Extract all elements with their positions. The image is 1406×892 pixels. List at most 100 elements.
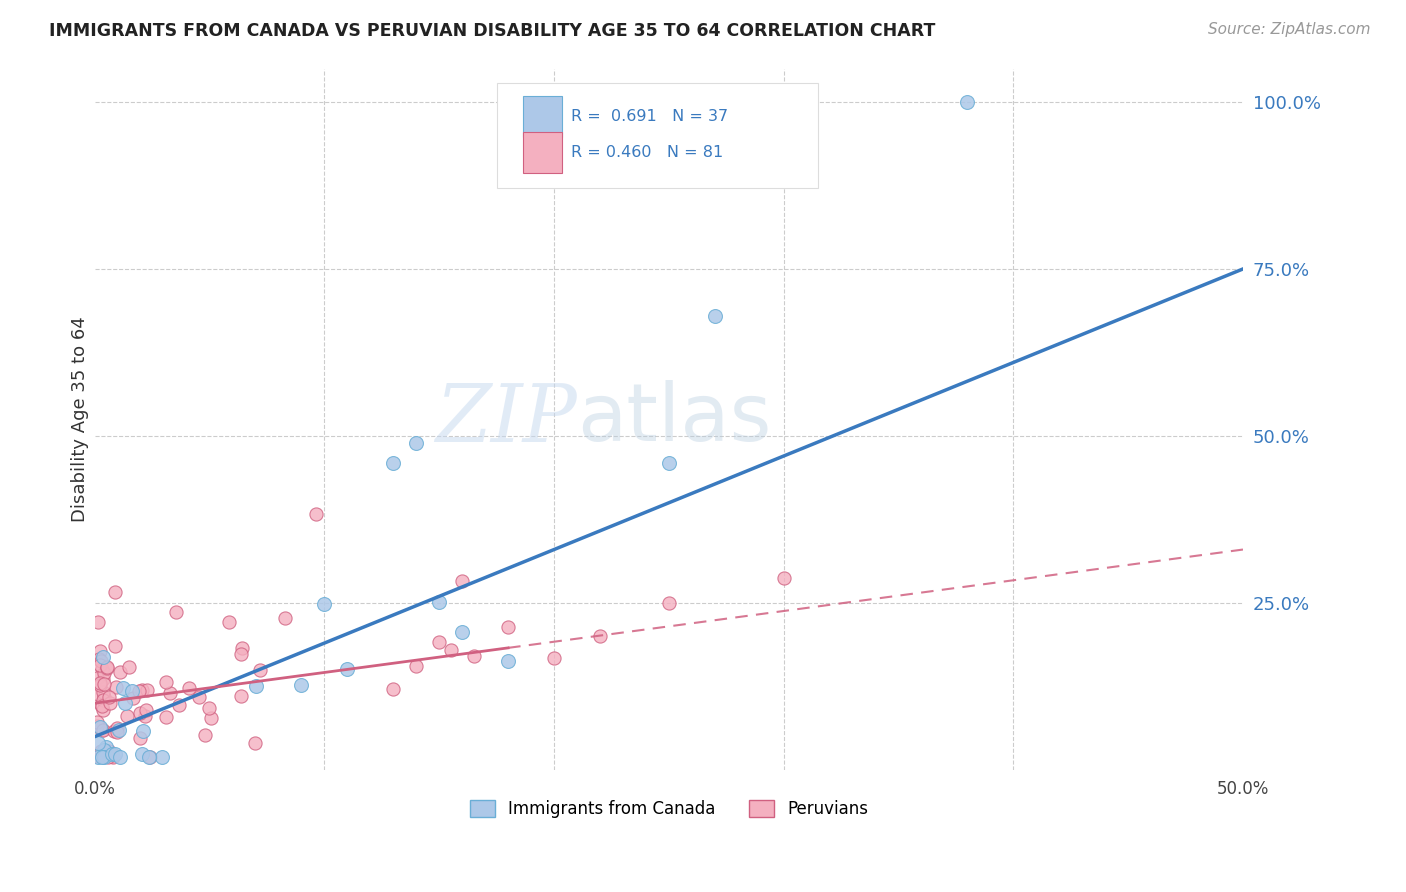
- Point: [138, 749, 160, 764]
- Point: [382, 456, 405, 470]
- Point: [314, 597, 336, 611]
- Text: R =  0.691   N = 37: R = 0.691 N = 37: [571, 109, 728, 124]
- Point: [114, 696, 136, 710]
- Point: [89, 657, 111, 672]
- Point: [91, 749, 114, 764]
- Point: [496, 620, 519, 634]
- Point: [159, 686, 181, 700]
- Point: [86, 748, 108, 763]
- Point: [98, 696, 121, 710]
- Point: [87, 687, 110, 701]
- Point: [118, 659, 141, 673]
- Point: [104, 747, 127, 762]
- FancyBboxPatch shape: [496, 83, 818, 188]
- Point: [100, 749, 122, 764]
- Point: [104, 639, 127, 653]
- Point: [198, 701, 221, 715]
- Point: [91, 723, 114, 738]
- Point: [94, 739, 117, 754]
- Point: [108, 749, 131, 764]
- Point: [273, 610, 295, 624]
- Point: [451, 625, 474, 640]
- Point: [97, 744, 120, 758]
- Point: [658, 456, 681, 470]
- Point: [121, 683, 143, 698]
- Point: [89, 720, 111, 734]
- Point: [86, 719, 108, 733]
- Point: [245, 679, 267, 693]
- Point: [91, 723, 114, 737]
- Point: [93, 690, 115, 705]
- Point: [200, 711, 222, 725]
- Point: [105, 721, 128, 735]
- Point: [132, 723, 155, 738]
- Point: [150, 749, 173, 764]
- Point: [107, 723, 129, 737]
- Point: [91, 703, 114, 717]
- Point: [179, 681, 201, 696]
- Point: [110, 665, 132, 679]
- Point: [589, 629, 612, 643]
- Point: [93, 677, 115, 691]
- Point: [96, 661, 118, 675]
- Point: [104, 584, 127, 599]
- Point: [91, 693, 114, 707]
- Point: [290, 678, 312, 692]
- Point: [86, 715, 108, 730]
- Point: [772, 570, 794, 584]
- Point: [111, 681, 134, 695]
- Point: [105, 725, 128, 739]
- Point: [96, 660, 118, 674]
- Point: [382, 681, 405, 696]
- Point: [105, 680, 128, 694]
- Point: [128, 731, 150, 745]
- Point: [658, 596, 681, 610]
- Point: [427, 595, 450, 609]
- Point: [128, 706, 150, 721]
- Point: [91, 673, 114, 687]
- Point: [91, 662, 114, 676]
- Point: [155, 675, 177, 690]
- Point: [90, 698, 112, 713]
- Y-axis label: Disability Age 35 to 64: Disability Age 35 to 64: [72, 317, 89, 522]
- Point: [405, 659, 427, 673]
- Point: [86, 671, 108, 685]
- Point: [87, 736, 110, 750]
- Point: [121, 690, 143, 705]
- Point: [97, 749, 120, 764]
- Point: [451, 574, 474, 588]
- Point: [134, 709, 156, 723]
- Point: [87, 749, 110, 764]
- Point: [89, 678, 111, 692]
- Point: [703, 309, 725, 323]
- Point: [87, 652, 110, 666]
- Point: [93, 749, 115, 764]
- Point: [956, 95, 979, 109]
- Text: IMMIGRANTS FROM CANADA VS PERUVIAN DISABILITY AGE 35 TO 64 CORRELATION CHART: IMMIGRANTS FROM CANADA VS PERUVIAN DISAB…: [49, 22, 935, 40]
- Point: [135, 683, 157, 698]
- FancyBboxPatch shape: [523, 95, 562, 136]
- Text: R = 0.460   N = 81: R = 0.460 N = 81: [571, 145, 724, 161]
- Text: atlas: atlas: [576, 380, 772, 458]
- Point: [87, 720, 110, 734]
- Legend: Immigrants from Canada, Peruvians: Immigrants from Canada, Peruvians: [463, 793, 875, 825]
- Point: [194, 728, 217, 742]
- Point: [463, 648, 485, 663]
- Point: [167, 698, 190, 713]
- Point: [231, 640, 253, 655]
- Point: [91, 685, 114, 699]
- Text: Source: ZipAtlas.com: Source: ZipAtlas.com: [1208, 22, 1371, 37]
- Point: [131, 747, 153, 761]
- Point: [543, 651, 565, 665]
- Point: [229, 689, 252, 703]
- Point: [91, 650, 114, 665]
- Point: [155, 710, 177, 724]
- Point: [115, 709, 138, 723]
- Point: [101, 749, 124, 764]
- Point: [131, 683, 153, 698]
- Point: [165, 605, 187, 619]
- Point: [90, 654, 112, 668]
- Point: [218, 615, 240, 629]
- Point: [138, 749, 160, 764]
- Point: [336, 662, 359, 676]
